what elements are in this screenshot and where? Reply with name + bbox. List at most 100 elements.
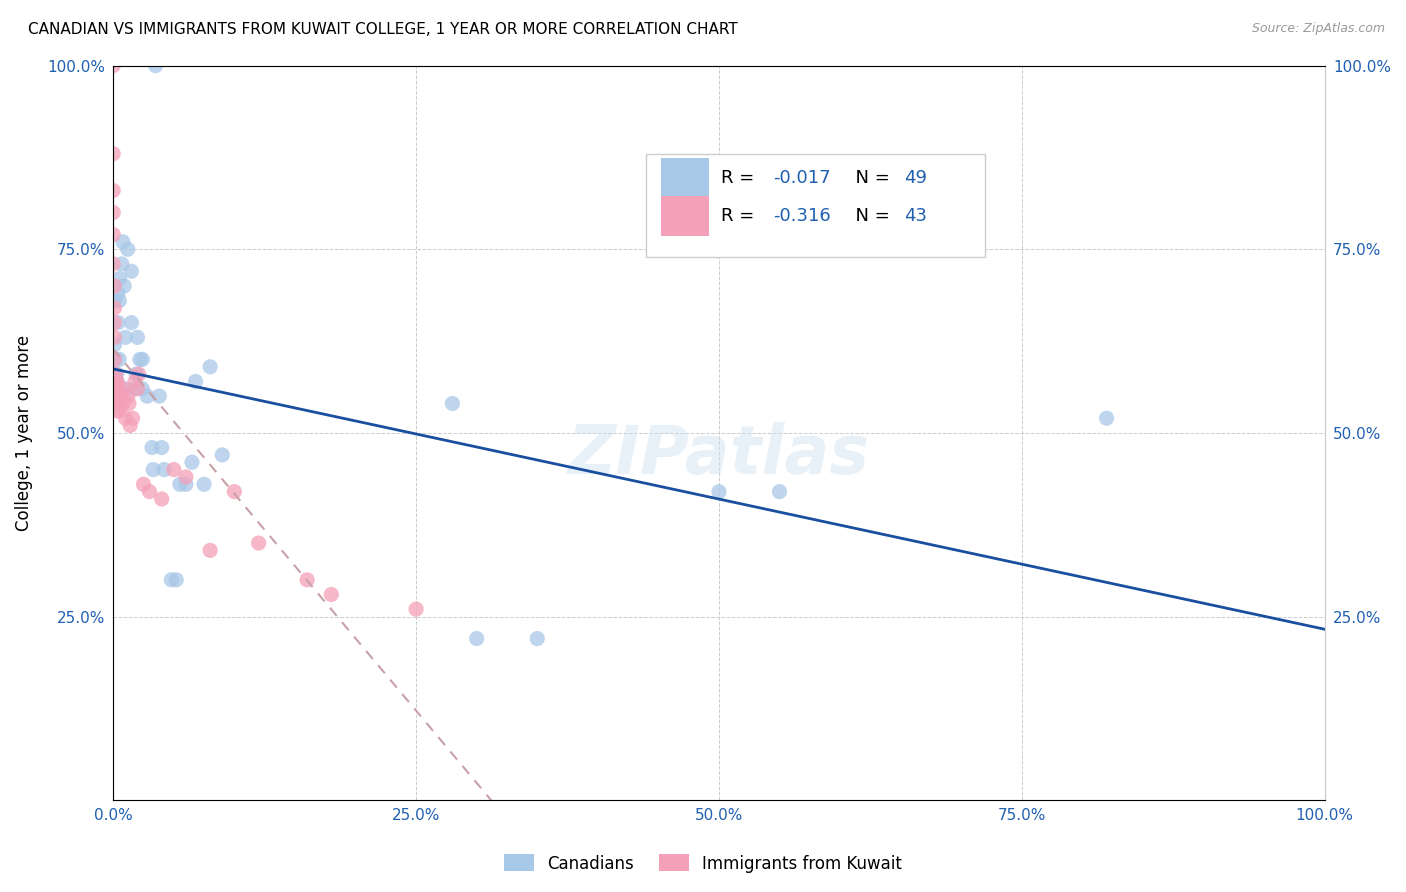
Point: [198, 359, 221, 374]
Point: [441, 396, 464, 410]
Point: [104, 389, 127, 403]
Point: [103, 205, 125, 219]
Text: ZIPatlas: ZIPatlas: [568, 422, 870, 488]
Point: [104, 396, 127, 410]
Text: -0.017: -0.017: [773, 169, 831, 187]
Point: [174, 477, 197, 491]
Point: [104, 352, 127, 367]
Point: [111, 382, 134, 396]
Point: [103, 367, 125, 381]
Point: [107, 382, 129, 396]
Point: [111, 257, 134, 271]
Point: [148, 389, 170, 403]
Y-axis label: College, 1 year or more: College, 1 year or more: [15, 334, 32, 531]
Point: [103, 184, 125, 198]
FancyBboxPatch shape: [647, 153, 986, 257]
Point: [107, 316, 129, 330]
Point: [105, 367, 128, 381]
Point: [103, 330, 125, 344]
Point: [108, 293, 131, 308]
Bar: [661, 158, 709, 198]
Point: [124, 375, 146, 389]
Point: [103, 59, 125, 73]
Point: [105, 375, 128, 389]
Point: [103, 337, 125, 351]
Point: [526, 632, 548, 646]
Point: [103, 316, 125, 330]
Point: [103, 146, 125, 161]
Point: [114, 382, 136, 396]
Point: [117, 389, 139, 403]
Point: [707, 484, 730, 499]
Point: [103, 257, 125, 271]
Point: [150, 441, 173, 455]
Point: [104, 375, 127, 389]
Point: [103, 279, 125, 293]
Point: [211, 448, 233, 462]
Point: [142, 462, 165, 476]
Point: [111, 396, 134, 410]
Point: [114, 411, 136, 425]
Point: [108, 352, 131, 367]
Text: 43: 43: [904, 207, 928, 225]
Point: [153, 462, 176, 476]
Text: R =: R =: [721, 169, 761, 187]
Point: [112, 279, 135, 293]
Point: [108, 404, 131, 418]
Point: [160, 573, 183, 587]
Point: [120, 264, 142, 278]
Point: [184, 375, 207, 389]
Point: [111, 389, 134, 403]
Point: [103, 389, 125, 403]
Text: -0.316: -0.316: [773, 207, 831, 225]
Point: [136, 389, 159, 403]
Point: [103, 293, 125, 308]
Point: [141, 441, 163, 455]
Point: [114, 330, 136, 344]
Point: [104, 375, 127, 389]
Point: [128, 367, 150, 381]
Point: [107, 286, 129, 301]
Point: [224, 484, 246, 499]
Point: [121, 411, 143, 425]
Legend: Canadians, Immigrants from Kuwait: Canadians, Immigrants from Kuwait: [498, 847, 908, 880]
Text: R =: R =: [721, 207, 761, 225]
Point: [124, 382, 146, 396]
Point: [108, 271, 131, 285]
Text: 49: 49: [904, 169, 928, 187]
Point: [169, 477, 191, 491]
Point: [120, 316, 142, 330]
Point: [111, 235, 134, 249]
Point: [321, 587, 343, 601]
Point: [103, 227, 125, 242]
Point: [165, 573, 187, 587]
Point: [103, 352, 125, 367]
Point: [127, 330, 149, 344]
Point: [104, 382, 127, 396]
Point: [150, 491, 173, 506]
Point: [127, 382, 149, 396]
Point: [120, 418, 142, 433]
Point: [131, 352, 153, 367]
Point: [295, 573, 318, 587]
Point: [132, 477, 155, 491]
Bar: [661, 196, 709, 236]
Point: [108, 396, 131, 410]
Point: [104, 367, 127, 381]
Point: [138, 484, 160, 499]
Point: [768, 484, 790, 499]
Point: [128, 352, 150, 367]
Point: [247, 536, 270, 550]
Point: [174, 470, 197, 484]
Point: [117, 242, 139, 256]
Text: N =: N =: [844, 207, 896, 225]
Text: CANADIAN VS IMMIGRANTS FROM KUWAIT COLLEGE, 1 YEAR OR MORE CORRELATION CHART: CANADIAN VS IMMIGRANTS FROM KUWAIT COLLE…: [28, 22, 738, 37]
Point: [181, 455, 204, 469]
Point: [198, 543, 221, 558]
Point: [105, 375, 128, 389]
Point: [118, 396, 141, 410]
Point: [131, 382, 153, 396]
Point: [103, 301, 125, 315]
Point: [193, 477, 215, 491]
Point: [105, 404, 128, 418]
